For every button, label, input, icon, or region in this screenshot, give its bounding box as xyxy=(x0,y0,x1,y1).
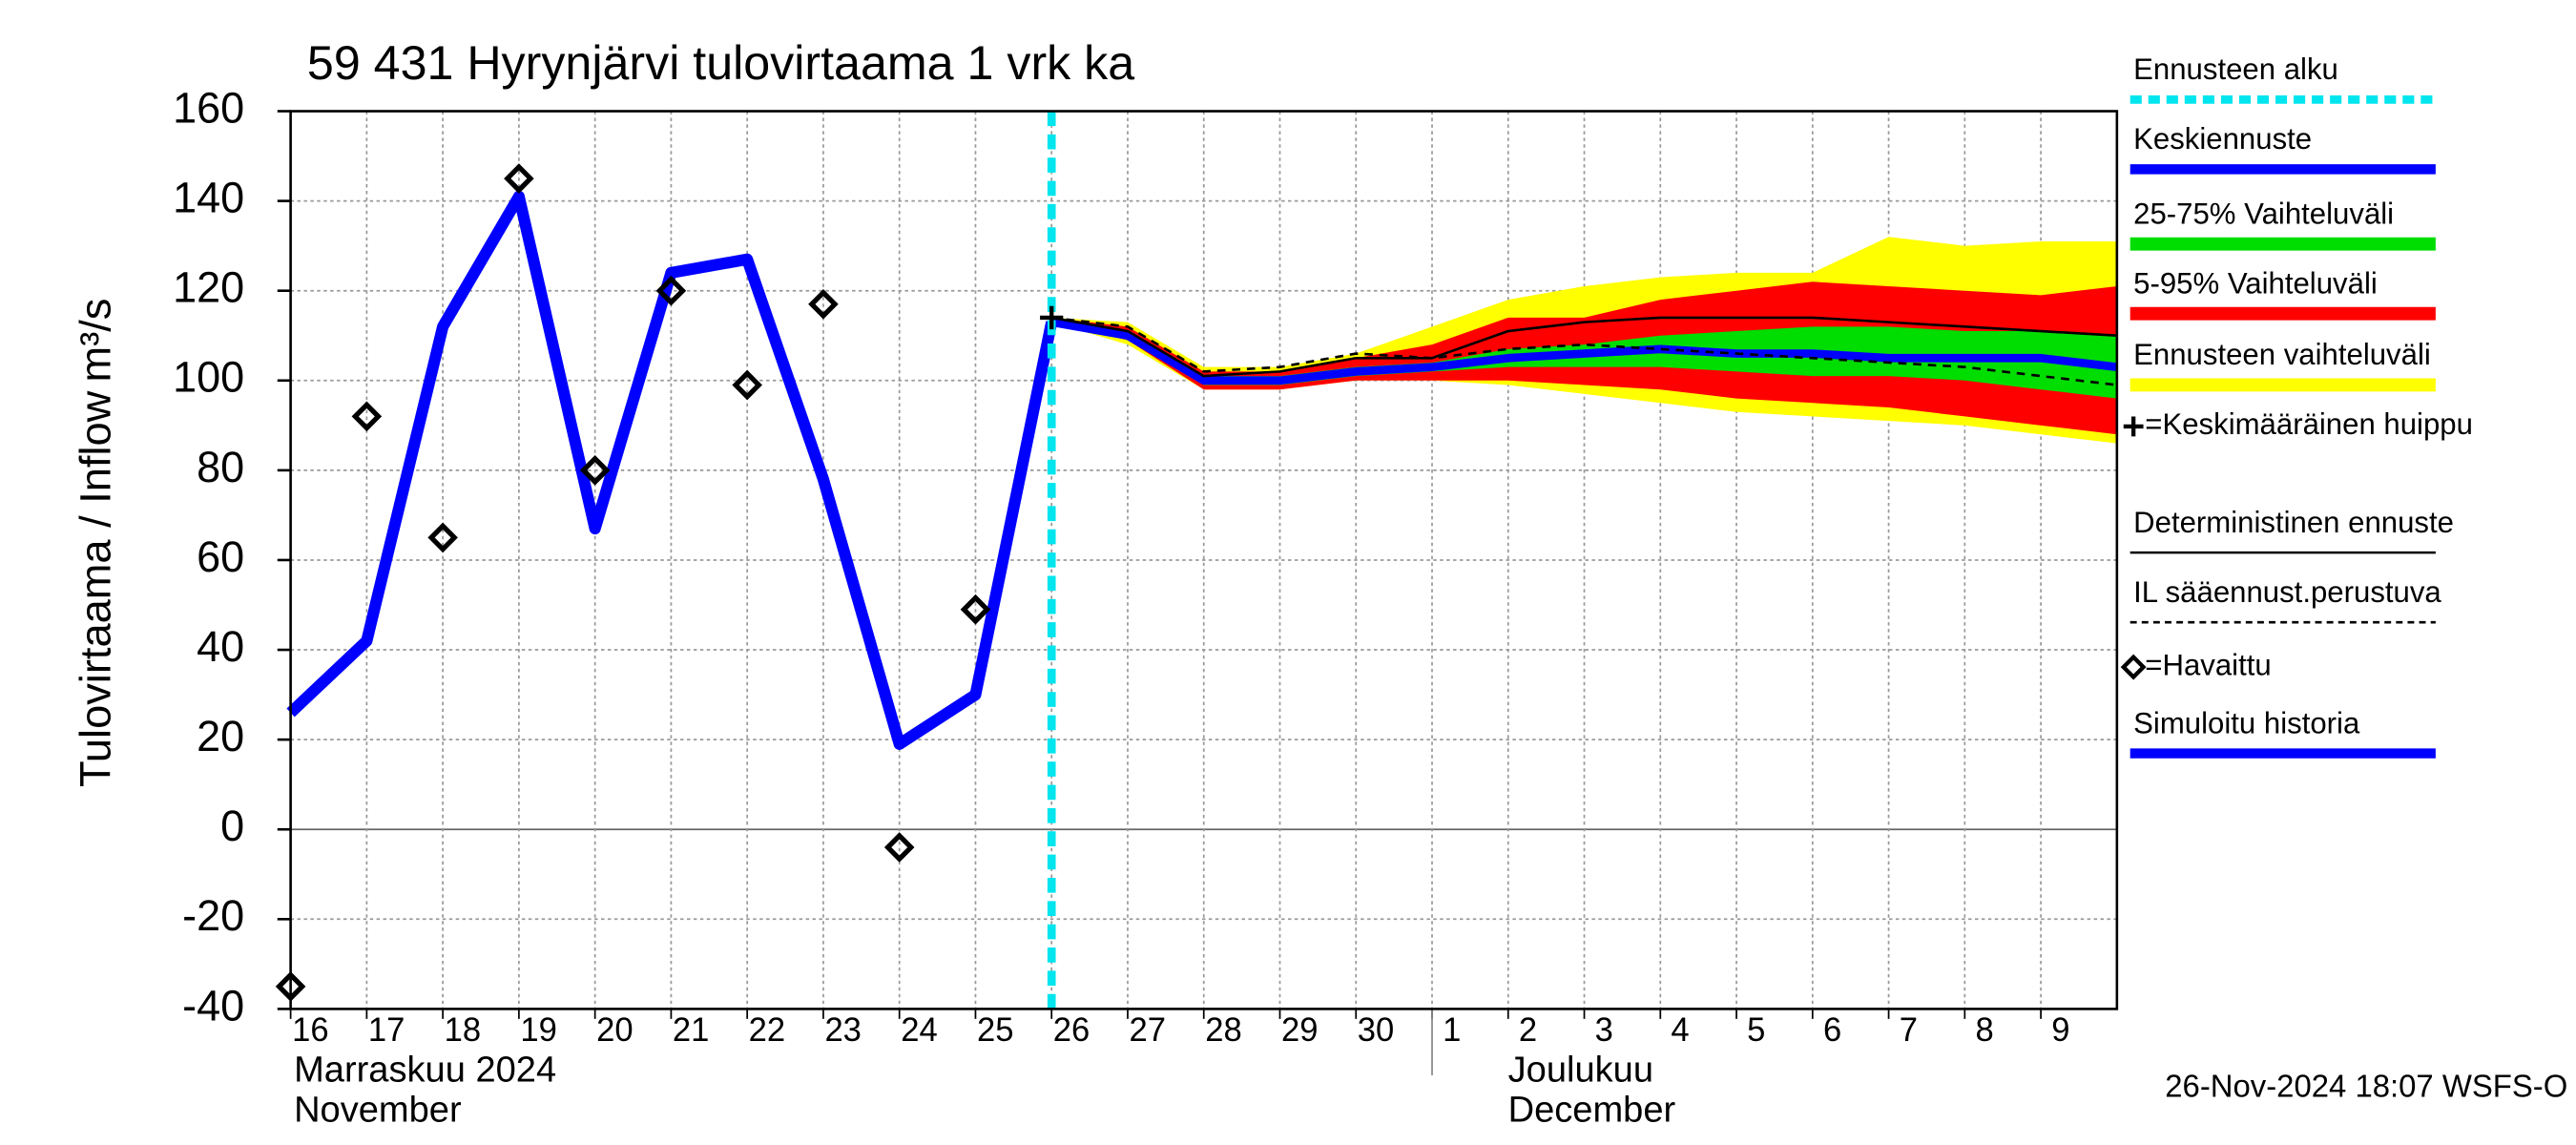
peak-marker xyxy=(1040,305,1064,330)
legend-label: Ennusteen alku xyxy=(2133,52,2338,86)
legend-label: IL sääennust.perustuva xyxy=(2133,575,2441,609)
legend-swatch xyxy=(2123,416,2144,437)
y-tick-label: 80 xyxy=(197,443,244,491)
legend-label: 25-75% Vaihteluväli xyxy=(2133,197,2394,230)
x-tick-label: 18 xyxy=(445,1012,482,1049)
x-tick-label: 19 xyxy=(520,1012,557,1049)
x-tick-label: 23 xyxy=(824,1012,862,1049)
y-tick-label: 140 xyxy=(173,173,244,221)
legend-label: Keskiennuste xyxy=(2133,122,2312,156)
legend-label: =Havaittu xyxy=(2145,648,2271,681)
observed-point xyxy=(504,163,534,194)
y-tick-label: 120 xyxy=(173,263,244,312)
x-tick-label: 7 xyxy=(1900,1012,1918,1049)
observed-point xyxy=(808,288,839,320)
series-line xyxy=(1050,316,2117,378)
month-label: Marraskuu 2024 xyxy=(294,1049,556,1090)
x-tick-label: 26 xyxy=(1053,1012,1091,1049)
x-tick-label: 24 xyxy=(901,1012,938,1049)
y-axis-label: Tulovirtaama / Inflow xyxy=(72,390,120,787)
series-line xyxy=(1050,318,2118,385)
y-tick-label: -40 xyxy=(182,981,244,1030)
legend-label: 5-95% Vaihteluväli xyxy=(2133,266,2378,300)
x-tick-label: 22 xyxy=(749,1012,786,1049)
legend-label: =Keskimääräinen huippu xyxy=(2145,407,2473,441)
month-label: Joulukuu xyxy=(1508,1049,1653,1090)
legend-label: Deterministinen ennuste xyxy=(2133,506,2454,539)
x-tick-label: 17 xyxy=(368,1012,405,1049)
observed-point xyxy=(655,275,687,306)
x-tick-label: 16 xyxy=(292,1012,329,1049)
x-tick-label: 6 xyxy=(1823,1012,1841,1049)
y-tick-label: 0 xyxy=(220,802,244,850)
x-tick-label: 28 xyxy=(1205,1012,1242,1049)
observed-point xyxy=(732,369,762,401)
legend-label: Simuloitu historia xyxy=(2133,706,2360,739)
x-tick-label: 9 xyxy=(2051,1012,2069,1049)
x-tick-label: 21 xyxy=(673,1012,710,1049)
month-label: November xyxy=(294,1089,462,1130)
plot-frame xyxy=(289,110,2119,1010)
y-tick-label: 160 xyxy=(173,83,244,132)
x-tick-label: 29 xyxy=(1281,1012,1319,1049)
timestamp: 26-Nov-2024 18:07 WSFS-O xyxy=(2165,1069,2567,1104)
observed-point xyxy=(579,455,611,486)
chart-title: 59 431 Hyrynjärvi tulovirtaama 1 vrk ka xyxy=(307,35,1134,90)
y-tick-label: 40 xyxy=(197,622,244,671)
observed-point xyxy=(960,593,991,625)
y-axis-unit: m³/s xyxy=(72,299,120,383)
x-tick-label: 4 xyxy=(1671,1012,1689,1049)
observed-point xyxy=(351,401,383,432)
x-tick-label: 3 xyxy=(1595,1012,1613,1049)
legend-swatch xyxy=(2120,654,2147,680)
month-label: December xyxy=(1508,1089,1676,1130)
y-tick-label: -20 xyxy=(182,891,244,940)
x-tick-label: 27 xyxy=(1129,1012,1166,1049)
observed-point xyxy=(427,522,458,553)
legend-label: Ennusteen vaihteluväli xyxy=(2133,338,2431,371)
series-line xyxy=(286,190,1058,750)
x-tick-label: 20 xyxy=(596,1012,634,1049)
x-tick-label: 2 xyxy=(1519,1012,1537,1049)
x-tick-label: 1 xyxy=(1443,1012,1461,1049)
y-tick-label: 20 xyxy=(197,712,244,760)
y-tick-label: 60 xyxy=(197,532,244,581)
x-tick-label: 30 xyxy=(1358,1012,1395,1049)
x-tick-label: 8 xyxy=(1975,1012,1993,1049)
observed-point xyxy=(883,832,915,863)
x-tick-label: 25 xyxy=(977,1012,1014,1049)
y-tick-label: 100 xyxy=(173,353,244,402)
x-tick-label: 5 xyxy=(1747,1012,1765,1049)
